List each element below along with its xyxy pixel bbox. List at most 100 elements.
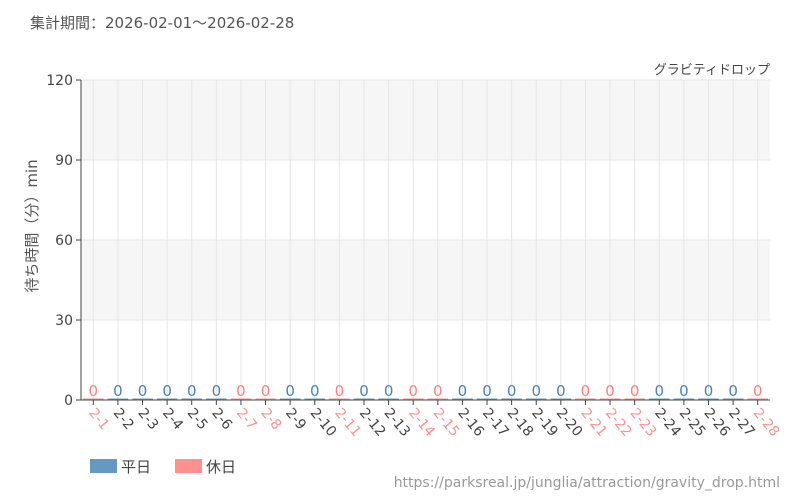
x-tick-label: 2-15 <box>430 405 463 440</box>
data-label: 0 <box>556 382 566 400</box>
x-tick-label: 2-19 <box>528 405 561 440</box>
x-tick-label: 2-3 <box>134 405 161 433</box>
x-tick-label: 2-1 <box>85 405 112 433</box>
x-tick-label: 2-6 <box>208 405 235 433</box>
x-tick-label: 2-9 <box>282 405 309 433</box>
x-tick-label: 2-20 <box>553 405 586 440</box>
bar <box>230 398 252 400</box>
bar <box>132 398 153 400</box>
x-tick-label: 2-4 <box>159 405 186 433</box>
data-label: 0 <box>654 382 664 400</box>
x-tick-label: 2-28 <box>750 405 783 440</box>
data-label: 0 <box>679 382 689 400</box>
bar <box>156 398 178 400</box>
x-tick-label: 2-14 <box>405 405 438 440</box>
bar <box>525 398 547 400</box>
data-label: 0 <box>384 382 394 400</box>
bar <box>698 398 719 400</box>
y-tick-label: 60 <box>55 233 73 249</box>
bar <box>501 398 522 400</box>
x-tick-label: 2-24 <box>651 405 684 440</box>
data-label: 0 <box>335 382 345 400</box>
data-label: 0 <box>507 382 517 400</box>
data-label: 0 <box>433 382 443 400</box>
data-label: 0 <box>531 382 541 400</box>
data-label: 0 <box>581 382 591 400</box>
data-label: 0 <box>162 382 172 400</box>
x-tick-label: 2-16 <box>454 405 487 440</box>
x-tick-label: 2-22 <box>602 405 635 440</box>
x-tick-label: 2-18 <box>504 405 537 440</box>
legend-swatch-weekday <box>90 459 117 473</box>
data-label: 0 <box>138 382 148 400</box>
x-tick-label: 2-27 <box>725 405 758 440</box>
source-url[interactable]: https://parksreal.jp/junglia/attraction/… <box>394 475 780 491</box>
bar <box>304 398 326 400</box>
x-tick-label: 2-8 <box>257 405 284 433</box>
x-tick-label: 2-11 <box>331 405 364 440</box>
legend: 平日 休日 <box>90 458 236 476</box>
bar <box>624 398 645 400</box>
x-tick-label: 2-2 <box>110 405 137 433</box>
data-label: 0 <box>236 382 246 400</box>
bar <box>107 398 129 400</box>
x-tick-label: 2-7 <box>233 405 260 433</box>
y-tick-label: 0 <box>64 393 73 409</box>
bar <box>673 398 695 400</box>
data-label: 0 <box>89 382 99 400</box>
data-label: 0 <box>261 382 271 400</box>
grid-band <box>81 240 770 320</box>
data-label: 0 <box>458 382 468 400</box>
data-label: 0 <box>113 382 123 400</box>
y-axis-label: 待ち時間（分）min <box>23 159 41 292</box>
x-tick-label: 2-10 <box>307 405 340 440</box>
bar <box>747 398 768 400</box>
data-label: 0 <box>187 382 197 400</box>
bar <box>550 398 572 400</box>
legend-swatch-holiday <box>175 459 202 473</box>
bar <box>648 398 670 400</box>
y-tick-label: 90 <box>55 153 73 169</box>
data-label: 0 <box>482 382 492 400</box>
bar <box>206 398 227 400</box>
data-label: 0 <box>359 382 369 400</box>
data-label: 0 <box>285 382 295 400</box>
data-label: 0 <box>408 382 418 400</box>
data-label: 0 <box>310 382 320 400</box>
y-tick-label: 30 <box>55 313 73 329</box>
y-tick-label: 120 <box>46 73 73 89</box>
bar <box>353 398 375 400</box>
bar <box>329 398 350 400</box>
x-tick-label: 2-23 <box>627 405 660 440</box>
x-tick-label: 2-13 <box>381 405 414 440</box>
bar <box>722 398 744 400</box>
data-label: 0 <box>728 382 738 400</box>
x-tick-label: 2-21 <box>577 405 610 440</box>
data-label: 0 <box>630 382 640 400</box>
legend-label-holiday: 休日 <box>206 458 236 476</box>
bar <box>452 398 473 400</box>
bar <box>599 398 621 400</box>
bar <box>83 398 104 400</box>
bar <box>378 398 399 400</box>
bar <box>427 398 449 400</box>
data-label: 0 <box>212 382 222 400</box>
bar <box>476 398 498 400</box>
bar <box>575 398 596 400</box>
legend-label-weekday: 平日 <box>121 458 151 476</box>
attraction-name: グラビティドロップ <box>654 63 770 78</box>
bar <box>402 398 424 400</box>
x-tick-label: 2-26 <box>700 405 733 440</box>
period-label: 集計期間：2026-02-01～2026-02-28 <box>30 14 294 32</box>
data-label: 0 <box>704 382 714 400</box>
grid-band <box>81 80 770 160</box>
plot-area: 030609012002-102-202-302-402-502-602-702… <box>46 73 782 440</box>
bar <box>181 398 203 400</box>
bar <box>255 398 276 400</box>
x-tick-label: 2-5 <box>184 405 211 433</box>
x-tick-label: 2-25 <box>676 405 709 440</box>
data-label: 0 <box>753 382 763 400</box>
bar <box>279 398 301 400</box>
x-tick-label: 2-17 <box>479 405 512 440</box>
